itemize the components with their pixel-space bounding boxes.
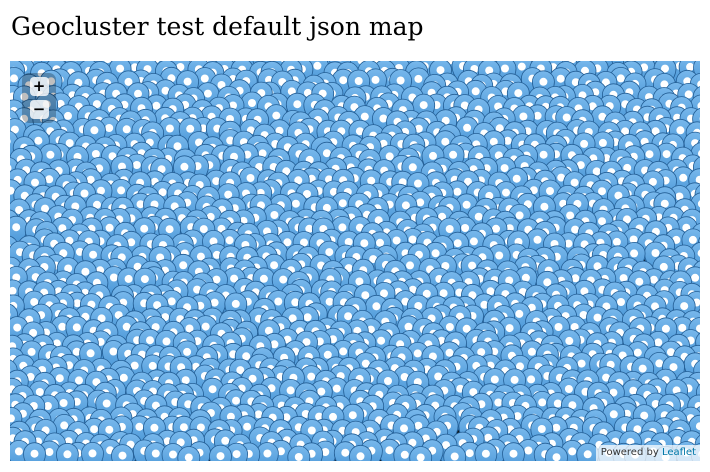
- attribution-prefix: Powered by: [601, 447, 659, 458]
- map-marker-icon[interactable]: [475, 443, 497, 461]
- map-container[interactable]: + − Powered by Leaflet: [10, 61, 700, 461]
- map-attribution: Powered by Leaflet: [596, 445, 700, 461]
- page-title: Geocluster test default json map: [11, 9, 424, 45]
- zoom-out-button[interactable]: −: [30, 100, 49, 119]
- leaflet-link[interactable]: Leaflet: [662, 447, 696, 458]
- zoom-in-button[interactable]: +: [30, 77, 49, 96]
- marker-layer[interactable]: [10, 61, 700, 461]
- map-marker-icon[interactable]: [56, 443, 78, 461]
- zoom-control: + −: [22, 73, 56, 123]
- map-marker-icon[interactable]: [503, 443, 525, 461]
- map-marker-icon[interactable]: [82, 442, 104, 461]
- map-marker-icon[interactable]: [24, 443, 46, 461]
